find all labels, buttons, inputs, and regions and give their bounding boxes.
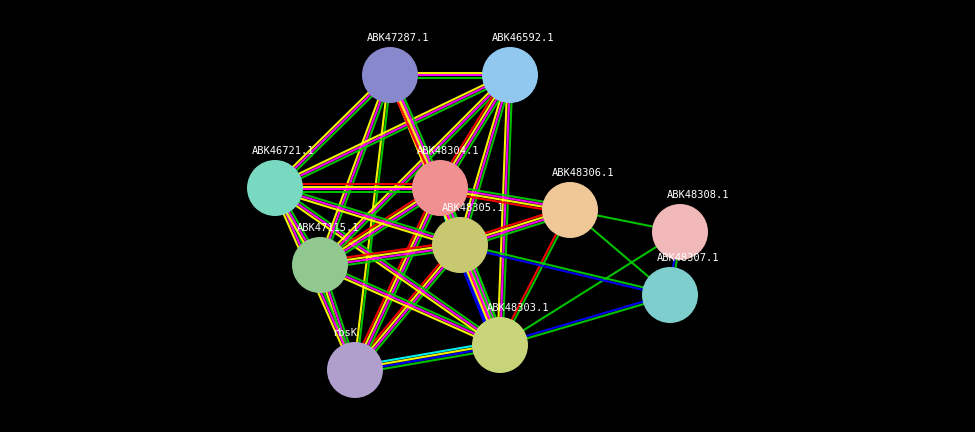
Text: ABK48308.1: ABK48308.1 — [667, 190, 729, 200]
Text: ABK48306.1: ABK48306.1 — [552, 168, 614, 178]
Text: ABK48303.1: ABK48303.1 — [487, 303, 550, 313]
Ellipse shape — [542, 182, 598, 238]
Text: ABK46721.1: ABK46721.1 — [252, 146, 315, 156]
Text: ABK47115.1: ABK47115.1 — [297, 223, 360, 233]
Text: ABK47287.1: ABK47287.1 — [367, 33, 430, 43]
Text: rbsK: rbsK — [332, 328, 357, 338]
Text: ABK48307.1: ABK48307.1 — [657, 253, 720, 263]
Ellipse shape — [412, 160, 468, 216]
Ellipse shape — [472, 317, 528, 373]
Ellipse shape — [482, 47, 538, 103]
Text: ABK48304.1: ABK48304.1 — [417, 146, 480, 156]
Text: ABK48305.1: ABK48305.1 — [442, 203, 504, 213]
Ellipse shape — [432, 217, 488, 273]
Text: ABK46592.1: ABK46592.1 — [492, 33, 555, 43]
Ellipse shape — [362, 47, 418, 103]
Ellipse shape — [642, 267, 698, 323]
Ellipse shape — [292, 237, 348, 293]
Ellipse shape — [247, 160, 303, 216]
Ellipse shape — [327, 342, 383, 398]
Ellipse shape — [652, 204, 708, 260]
